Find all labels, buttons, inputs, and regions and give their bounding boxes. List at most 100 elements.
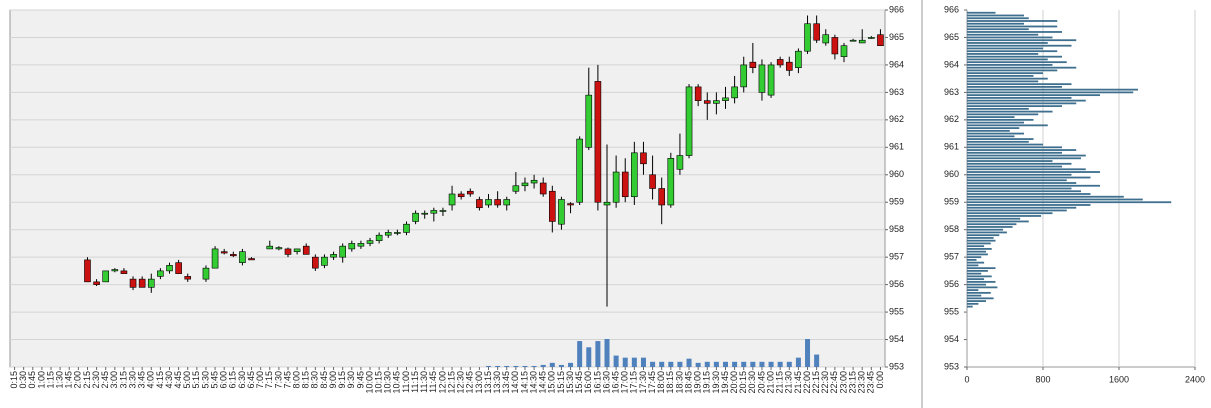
x-tick-label: 15:00: [547, 371, 557, 394]
profile-bar: [967, 182, 1077, 184]
volume-bar: [722, 361, 728, 367]
candle-body: [476, 199, 483, 209]
candle-body: [694, 86, 702, 101]
candle-body: [512, 185, 520, 192]
profile-bar: [967, 28, 1029, 31]
candle-body: [375, 234, 383, 241]
volume-bar: [604, 339, 610, 367]
profile-bar: [967, 291, 991, 294]
candle-body: [840, 45, 848, 57]
candle-body: [302, 245, 310, 255]
x-tick-label: 21:45: [793, 371, 803, 394]
profile-bar: [967, 110, 1053, 113]
volume-bar: [659, 361, 665, 367]
candle-body: [157, 270, 164, 277]
volume-bar: [577, 341, 583, 367]
profile-bar: [967, 14, 1024, 17]
x-tick-label: 1:15: [45, 371, 55, 389]
profile-bar: [967, 173, 1072, 176]
profile-bar: [967, 195, 1124, 198]
candle-body: [713, 100, 720, 104]
x-tick-label: 21:30: [784, 371, 794, 394]
volume-bar: [686, 358, 692, 367]
profile-bar: [967, 85, 1062, 88]
candle-body: [549, 190, 556, 222]
x-tick-label: 11:30: [419, 371, 429, 393]
candle-body: [248, 258, 255, 261]
candle-body: [521, 182, 529, 187]
x-tick-label: 15:15: [556, 371, 566, 394]
profile-bar: [967, 278, 985, 281]
candle-body: [576, 138, 583, 203]
x-tick-label: 10:00: [364, 371, 374, 394]
x-tick-label: 1:30: [55, 371, 65, 389]
candle-body: [230, 254, 237, 257]
profile-bar: [967, 17, 1029, 20]
profile-bar: [967, 47, 1043, 50]
candle-body: [503, 199, 511, 206]
x-tick-label: 16:30: [601, 371, 611, 394]
x-tick-label: 13:45: [501, 371, 511, 394]
profile-bar: [967, 132, 1024, 135]
y-tick-label: 966: [889, 4, 904, 14]
profile-bar: [967, 61, 1067, 64]
x-tick-label: 23:30: [857, 371, 867, 394]
candle-body: [776, 59, 784, 66]
profile-bar: [967, 91, 1134, 94]
y-tick-label: 959: [944, 197, 959, 207]
profile-bar: [967, 140, 1029, 143]
profile-bar: [967, 209, 1067, 212]
x-tick-label: 10:30: [383, 371, 393, 394]
profile-bar: [967, 160, 1053, 162]
candle-body: [631, 152, 638, 198]
y-tick-label: 953: [889, 361, 904, 371]
candle-body: [831, 37, 839, 55]
profile-bar: [967, 69, 1058, 72]
x-tick-label: 19:45: [720, 371, 730, 394]
x-tick-label: 12:00: [437, 371, 447, 394]
candle-body: [93, 281, 100, 285]
x-tick-label: 9:30: [346, 371, 356, 389]
profile-bar: [967, 269, 988, 272]
profile-bar: [967, 245, 985, 248]
profile-bar: [967, 75, 1034, 77]
candle-body: [421, 212, 429, 215]
profile-bar: [967, 162, 1072, 165]
volume-bar: [558, 364, 564, 367]
y-tick-label: 956: [889, 279, 904, 289]
profile-bar: [967, 198, 1143, 201]
candle-body: [722, 97, 729, 101]
profile-bar: [967, 146, 1062, 149]
profile-bar: [967, 300, 986, 302]
candle-body: [120, 270, 128, 274]
x-tick-label: 3:00: [109, 371, 119, 389]
y-tick-label: 954: [944, 334, 959, 344]
profile-bar: [967, 305, 973, 308]
x-tick-label: 12:45: [465, 371, 475, 394]
x-tick-label: 18:00: [656, 371, 666, 394]
candle-body: [202, 267, 210, 280]
x-tick-label: 17:15: [629, 371, 639, 394]
profile-bar: [967, 102, 1077, 105]
x-tick-label: 23:15: [847, 371, 857, 394]
candle-body: [758, 64, 766, 93]
x-tick-label: 4:15: [155, 371, 165, 389]
profile-bar: [967, 215, 1042, 217]
profile-bar: [967, 80, 1039, 83]
profile-bar: [967, 223, 1017, 226]
profile-bar: [967, 113, 1039, 116]
profile-bar: [967, 129, 1010, 132]
x-tick-label: 22:00: [802, 371, 812, 394]
profile-bar: [967, 231, 1007, 234]
candle-body: [868, 37, 875, 39]
x-tick-label: 19:15: [702, 371, 712, 394]
y-tick-label: 957: [944, 252, 959, 262]
x-tick-label: 11:15: [410, 371, 420, 393]
profile-bar: [967, 149, 1077, 151]
candle-body: [275, 247, 283, 250]
candle-body: [785, 61, 793, 71]
x-tick-label: 21:15: [775, 371, 785, 394]
y-tick-label: 962: [889, 114, 904, 124]
x-tick-label: 2:15: [82, 371, 92, 389]
